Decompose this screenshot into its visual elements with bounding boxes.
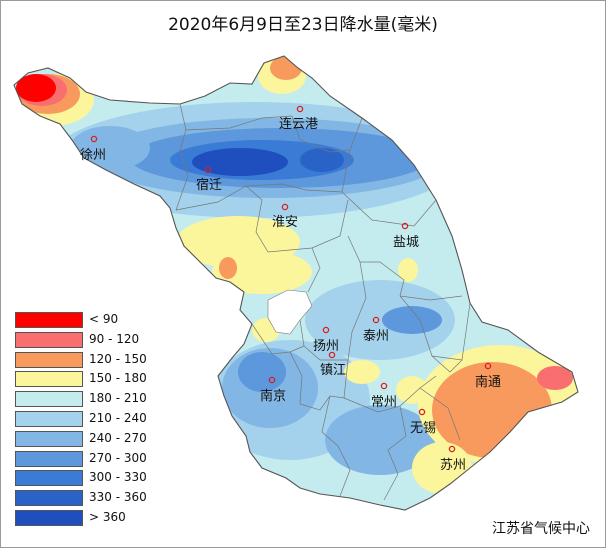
source-credit: 江苏省气候中心: [492, 521, 590, 537]
legend-label: 120 - 150: [89, 351, 147, 366]
legend-swatch: [15, 331, 83, 348]
legend-swatch: [15, 470, 83, 487]
city-label-yangzhou: 扬州: [313, 339, 339, 354]
legend-swatch: [15, 490, 83, 507]
legend-label: 300 - 330: [89, 470, 147, 485]
zone-taizhou-dark: [382, 306, 442, 334]
zone-sw-dark: [238, 352, 286, 392]
city-label-taizhou: 泰州: [363, 329, 389, 344]
legend-swatch: [15, 450, 83, 467]
zone-huaian-orange: [219, 257, 237, 279]
legend-label: 90 - 120: [89, 331, 140, 346]
zone-yancheng-yellow: [398, 258, 418, 282]
city-label-nantong: 南通: [475, 374, 501, 390]
legend-label: 240 - 270: [89, 430, 147, 445]
legend-label: < 90: [89, 312, 119, 326]
city-label-nanjing: 南京: [260, 388, 286, 404]
legend-swatch: [15, 509, 83, 526]
legend-swatch: [15, 312, 83, 328]
city-label-wuxi: 无锡: [410, 421, 436, 436]
legend-label: 210 - 240: [89, 410, 147, 425]
zone-huaian-yellow-2: [212, 250, 312, 294]
province-outline: [13, 55, 579, 511]
city-markers: [90, 105, 492, 453]
legend-swatch: [15, 430, 83, 447]
city-label-suzhou: 苏州: [440, 457, 466, 473]
city-label-huaian: 淮安: [272, 215, 298, 230]
zone-nw-red: [16, 74, 56, 102]
zone-360-plus-east: [300, 148, 344, 172]
legend-label: 330 - 360: [89, 490, 147, 505]
zone-360-plus: [192, 148, 288, 176]
legend-label: > 360: [89, 509, 126, 524]
legend-swatch: [15, 391, 83, 408]
zone-south-mid: [325, 405, 435, 475]
legend-label: 270 - 300: [89, 450, 147, 465]
city-label-yancheng: 盐城: [393, 235, 419, 250]
legend-label: 150 - 180: [89, 371, 147, 386]
map-title: 2020年6月9日至23日降水量(毫米): [168, 15, 438, 35]
legend-label: 180 - 210: [89, 391, 147, 406]
city-label-xuzhou: 徐州: [80, 148, 106, 163]
legend-swatch: [15, 371, 83, 388]
zone-xuzhou: [70, 126, 150, 170]
zone-se-pink: [537, 366, 573, 390]
city-label-lianyungang: 连云港: [279, 116, 318, 132]
zone-changzhou-yellow: [344, 360, 380, 384]
legend-swatch: [15, 351, 83, 368]
city-label-changzhou: 常州: [371, 395, 397, 410]
zone-taizhou-blue: [305, 280, 455, 360]
city-label-zhenjiang: 镇江: [320, 363, 346, 378]
city-label-suqian: 宿迁: [196, 177, 222, 193]
legend-swatch: [15, 410, 83, 427]
prefecture-borders: [175, 103, 471, 501]
